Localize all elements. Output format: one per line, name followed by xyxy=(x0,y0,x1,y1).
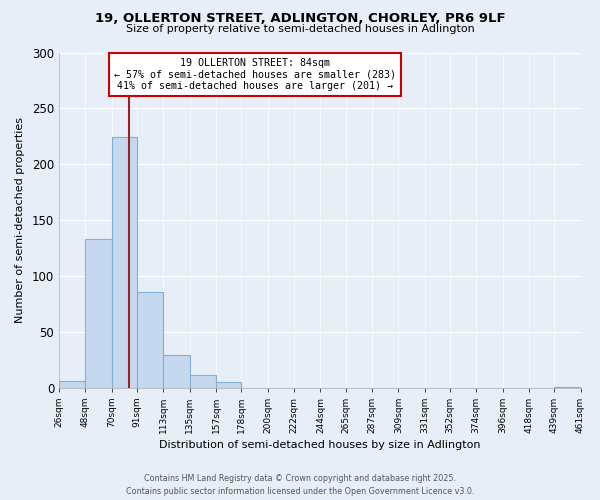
Bar xyxy=(190,376,216,388)
Bar xyxy=(85,239,112,388)
Bar xyxy=(59,381,85,388)
Bar xyxy=(112,138,137,388)
Text: Size of property relative to semi-detached houses in Adlington: Size of property relative to semi-detach… xyxy=(125,24,475,34)
Text: Contains HM Land Registry data © Crown copyright and database right 2025.
Contai: Contains HM Land Registry data © Crown c… xyxy=(126,474,474,496)
Bar xyxy=(554,386,581,388)
X-axis label: Distribution of semi-detached houses by size in Adlington: Distribution of semi-detached houses by … xyxy=(159,440,481,450)
Bar xyxy=(137,292,163,388)
Text: 19 OLLERTON STREET: 84sqm
← 57% of semi-detached houses are smaller (283)
41% of: 19 OLLERTON STREET: 84sqm ← 57% of semi-… xyxy=(113,58,395,90)
Y-axis label: Number of semi-detached properties: Number of semi-detached properties xyxy=(15,117,25,323)
Bar xyxy=(216,382,241,388)
Bar xyxy=(163,356,190,388)
Text: 19, OLLERTON STREET, ADLINGTON, CHORLEY, PR6 9LF: 19, OLLERTON STREET, ADLINGTON, CHORLEY,… xyxy=(95,12,505,26)
